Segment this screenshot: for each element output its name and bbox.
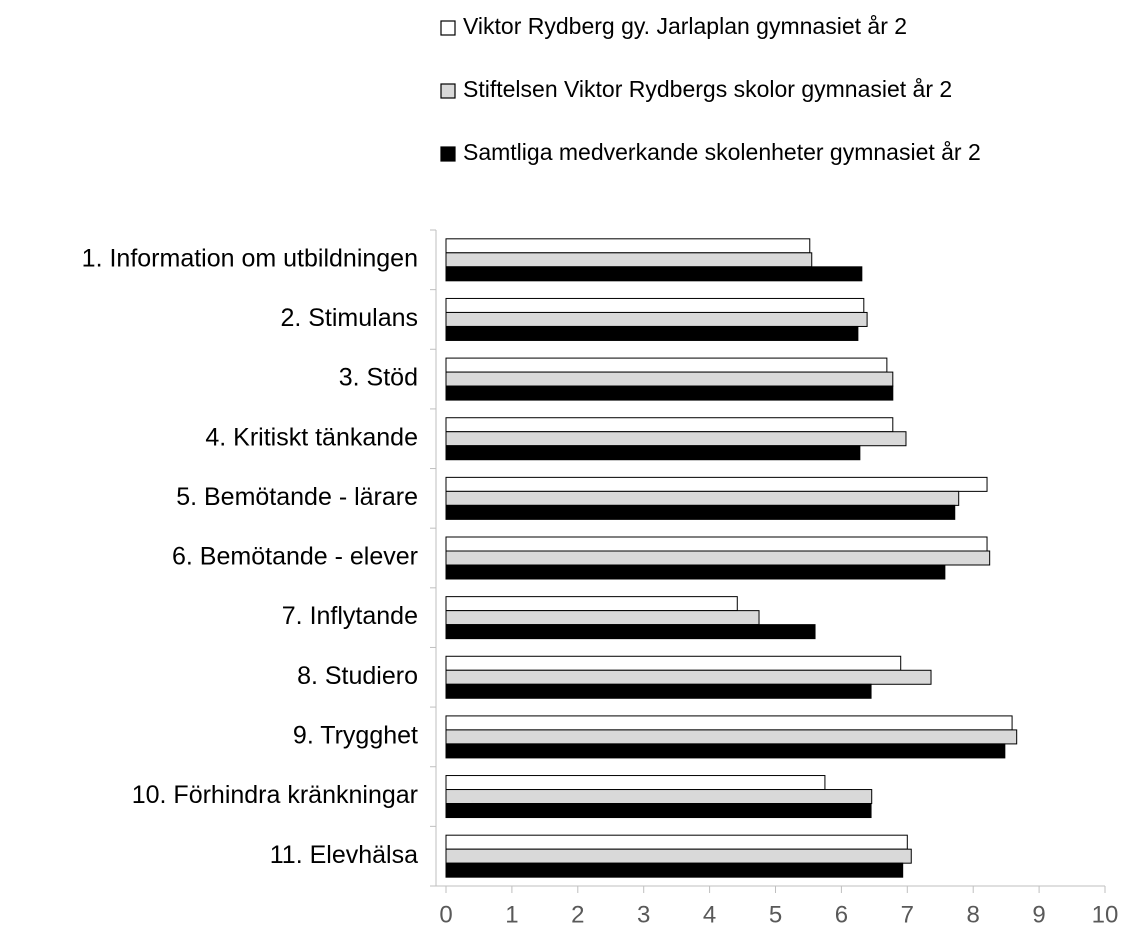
bar: [445, 417, 894, 433]
bar: [445, 266, 863, 282]
bar: [445, 536, 988, 552]
bar: [445, 624, 816, 640]
legend-swatch: [440, 83, 456, 99]
legend-swatch: [440, 20, 456, 36]
x-tick-label: 9: [1032, 901, 1045, 928]
x-tick-label: 4: [703, 901, 716, 928]
bar: [445, 431, 907, 447]
bar: [445, 238, 811, 254]
category-label: 1. Information om utbildningen: [82, 244, 418, 272]
category-label: 3. Stöd: [339, 364, 418, 392]
x-tick-label: 0: [439, 901, 452, 928]
category-label: 7. Inflytande: [282, 602, 418, 630]
bar: [445, 371, 894, 387]
category-label: 5. Bemötande - lärare: [176, 483, 418, 511]
bar: [445, 325, 859, 341]
bar: [445, 834, 908, 850]
x-tick-label: 1: [505, 901, 518, 928]
bar: [445, 252, 813, 268]
bar: [445, 297, 865, 313]
x-tick-label: 10: [1092, 901, 1119, 928]
bar: [445, 596, 738, 612]
category-label: 6. Bemötande - elever: [172, 543, 418, 571]
legend-swatch: [440, 146, 456, 162]
legend-label: Viktor Rydberg gy. Jarlaplan gymnasiet å…: [463, 13, 907, 39]
bar: [445, 564, 946, 580]
bar: [445, 803, 872, 819]
bar: [445, 683, 872, 699]
category-label: 10. Förhindra kränkningar: [132, 781, 418, 809]
x-tick-label: 5: [769, 901, 782, 928]
bar: [445, 504, 956, 520]
bar: [445, 789, 873, 805]
bar: [445, 862, 904, 878]
bar: [445, 357, 888, 373]
bar: [445, 490, 960, 506]
category-label: 11. Elevhälsa: [270, 841, 418, 869]
bar: [445, 655, 902, 671]
bar: [445, 610, 760, 626]
x-tick-label: 8: [967, 901, 980, 928]
bar: [445, 743, 1006, 759]
category-label: 8. Studiero: [297, 662, 418, 690]
bar: [445, 775, 826, 791]
x-tick-label: 6: [835, 901, 848, 928]
bar: [445, 848, 912, 864]
x-tick-label: 7: [901, 901, 914, 928]
bar: [445, 715, 1013, 731]
bar: [445, 445, 861, 461]
bar: [445, 311, 868, 327]
x-tick-label: 3: [637, 901, 650, 928]
legend-label: Samtliga medverkande skolenheter gymnasi…: [463, 139, 981, 165]
legend-label: Stiftelsen Viktor Rydbergs skolor gymnas…: [463, 76, 952, 102]
bar: [445, 476, 988, 492]
category-label: 4. Kritiskt tänkande: [205, 423, 418, 451]
category-label: 2. Stimulans: [280, 304, 418, 332]
bar: [445, 729, 1018, 745]
x-tick-label: 2: [571, 901, 584, 928]
bar: [445, 669, 932, 685]
category-label: 9. Trygghet: [293, 722, 418, 750]
bar: [445, 550, 991, 566]
bar: [445, 385, 894, 401]
